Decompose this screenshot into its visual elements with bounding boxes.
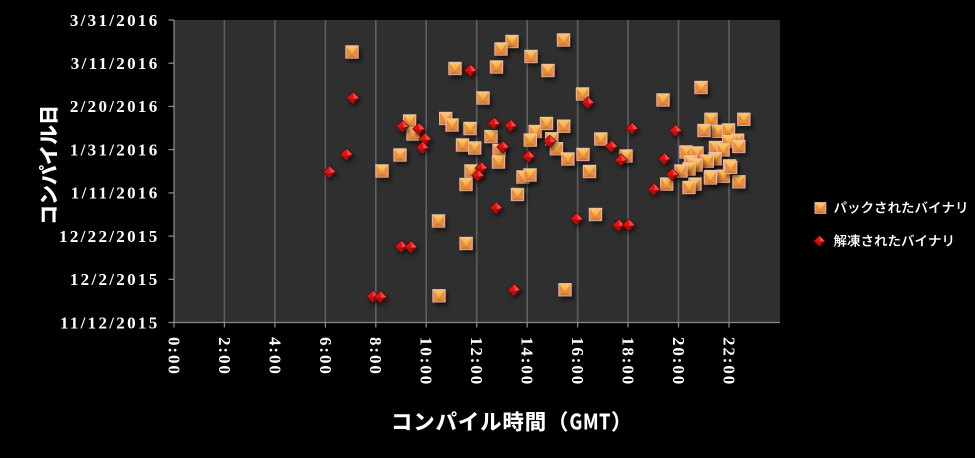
svg-text:0:00: 0:00 [164,337,183,376]
svg-text:12:00: 12:00 [467,337,486,386]
svg-text:18:00: 18:00 [618,337,637,386]
svg-text:2:00: 2:00 [215,337,234,376]
svg-text:2/20/2016: 2/20/2016 [70,97,160,116]
svg-text:4:00: 4:00 [265,337,284,376]
svg-text:1/31/2016: 1/31/2016 [70,140,160,159]
svg-text:1/11/2016: 1/11/2016 [71,184,160,203]
svg-text:11/12/2015: 11/12/2015 [60,313,160,332]
svg-text:20:00: 20:00 [669,337,688,386]
svg-text:3/31/2016: 3/31/2016 [70,11,160,30]
svg-text:22:00: 22:00 [719,337,738,386]
svg-text:12/2/2015: 12/2/2015 [70,270,160,289]
svg-text:3/11/2016: 3/11/2016 [71,54,160,73]
svg-text:14:00: 14:00 [518,337,537,386]
svg-text:6:00: 6:00 [316,337,335,376]
svg-text:10:00: 10:00 [417,337,436,386]
svg-text:8:00: 8:00 [366,337,385,376]
svg-text:16:00: 16:00 [568,337,587,386]
svg-text:12/22/2015: 12/22/2015 [59,227,159,246]
